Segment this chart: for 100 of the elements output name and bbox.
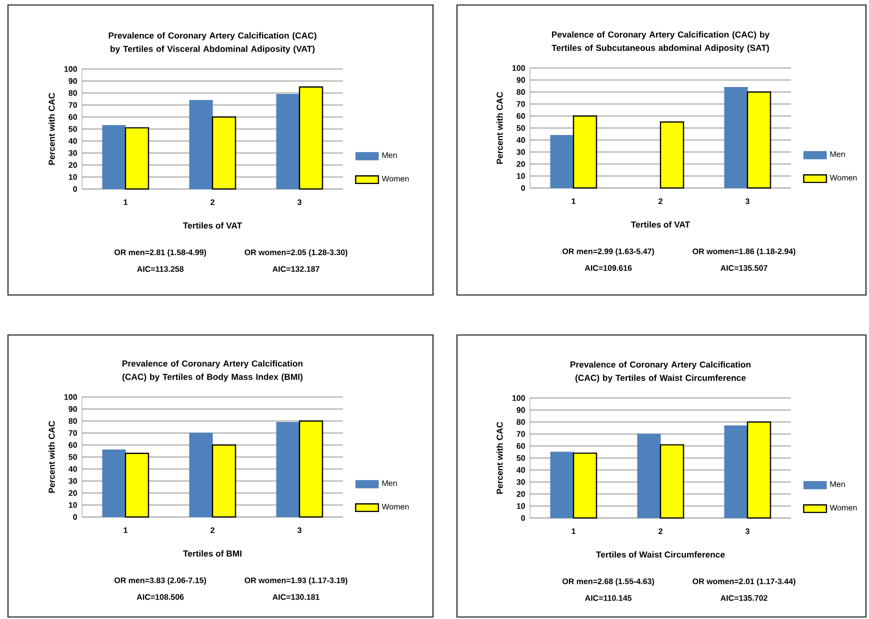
y-tick-label: 70 xyxy=(68,102,77,108)
y-tick-label: 30 xyxy=(516,149,525,155)
y-tick-label: 80 xyxy=(68,90,77,96)
y-tick-label: 100 xyxy=(512,65,525,71)
x-tick-label: 3 xyxy=(745,198,750,204)
y-tick-label: 0 xyxy=(73,186,77,192)
y-tick-label: 40 xyxy=(68,138,77,144)
chart-title: Prevalence of Coronary Artery Calcification (CAC) by Tertiles of Body Mass Index (BMI) xyxy=(122,360,302,382)
bar xyxy=(298,420,324,518)
x-tick-label: 2 xyxy=(210,199,214,205)
y-tick-label: 20 xyxy=(68,162,77,168)
y-tick-label: 70 xyxy=(68,430,77,436)
x-axis-title: Tertiles of VAT xyxy=(630,221,690,228)
y-tick-label: 70 xyxy=(516,431,525,437)
legend-label: Women xyxy=(382,176,409,182)
legend-label: Men xyxy=(830,481,845,487)
y-tick-label: 30 xyxy=(516,479,525,485)
y-axis-title: Percent with CAC xyxy=(496,92,503,164)
y-tick-label: 10 xyxy=(516,503,525,509)
text: AIC=109.616 xyxy=(584,265,632,271)
bar xyxy=(102,450,126,518)
x-tick-label: 1 xyxy=(572,198,576,204)
chart-title: Pevalence of Coronary Artery Calcification (CAC) by Tertiles of Subcutaneous abdominal Adiposity (SAT) xyxy=(552,31,770,53)
y-tick-label: 10 xyxy=(68,174,77,180)
x-tick-label: 3 xyxy=(297,199,302,206)
x-tick-label: 3 xyxy=(297,527,302,534)
x-axis-title: Tertiles of VAT xyxy=(182,222,242,229)
x-tick-label: 2 xyxy=(658,198,662,204)
bar xyxy=(189,100,213,190)
y-tick-label: 10 xyxy=(516,173,525,179)
y-tick-label: 60 xyxy=(516,443,525,449)
y-tick-label: 10 xyxy=(68,502,77,508)
bar xyxy=(550,134,574,188)
text: OR women=2.05 (1.28-3.30) xyxy=(244,249,348,257)
chart-title: Prevalence of Coronary Artery Calcification (CAC) by Tertiles of Visceral Abdominal Adiposity (VAT) xyxy=(108,32,316,54)
bar xyxy=(550,452,574,518)
y-tick-label: 20 xyxy=(516,491,525,497)
y-tick-label: 100 xyxy=(64,394,77,400)
y-axis-title: Percent with CAC xyxy=(48,420,55,493)
y-tick-label: 90 xyxy=(516,407,525,413)
bar xyxy=(212,444,236,518)
text: OR men=2.68 (1.55-4.63) xyxy=(562,578,654,586)
bar xyxy=(298,86,324,190)
y-tick-label: 20 xyxy=(68,490,77,496)
x-axis-title: Tertiles of BMI xyxy=(183,550,242,557)
text: AIC=130.181 xyxy=(272,594,320,600)
text: AIC=132.187 xyxy=(272,266,320,272)
text: AIC=113.258 xyxy=(137,266,184,272)
chart-title: Prevalence of Coronary Artery Calcification (CAC) by Tertiles of Waist Circumference xyxy=(570,361,750,383)
text: AIC=110.145 xyxy=(585,595,632,601)
legend-label: Women xyxy=(382,504,409,510)
y-tick-label: 100 xyxy=(512,395,525,401)
x-tick-label: 1 xyxy=(124,527,128,533)
bar xyxy=(124,452,150,518)
text: AIC=135.702 xyxy=(720,595,768,601)
y-tick-label: 50 xyxy=(68,454,77,460)
bar xyxy=(660,444,684,519)
bar xyxy=(746,91,772,189)
y-tick-label: 60 xyxy=(68,114,77,120)
y-tick-label: 40 xyxy=(516,467,525,473)
text: OR women=1.93 (1.17-3.19) xyxy=(244,577,348,585)
y-tick-label: 70 xyxy=(516,101,525,107)
y-tick-label: 0 xyxy=(521,515,525,521)
legend-label: Men xyxy=(830,151,845,157)
x-tick-label: 1 xyxy=(124,199,128,205)
text: OR men=2.81 (1.58-4.99) xyxy=(114,249,206,257)
bar xyxy=(660,121,684,189)
y-tick-label: 60 xyxy=(68,442,77,448)
bar xyxy=(724,425,748,518)
y-tick-label: 80 xyxy=(68,418,77,424)
x-axis-title: Tertiles of Waist Circumference xyxy=(596,551,725,558)
y-tick-label: 30 xyxy=(68,150,77,156)
y-tick-label: 50 xyxy=(68,126,77,132)
y-tick-label: 20 xyxy=(516,161,525,167)
bar xyxy=(572,115,598,189)
legend-label: Men xyxy=(382,152,397,158)
x-tick-label: 2 xyxy=(210,527,214,533)
text: AIC=135.507 xyxy=(720,265,768,271)
legend-label: Women xyxy=(830,174,857,180)
y-tick-label: 40 xyxy=(68,466,77,472)
y-tick-label: 80 xyxy=(516,419,525,425)
text: OR women=2.01 (1.17-3.44) xyxy=(692,578,796,586)
bar xyxy=(276,94,300,190)
y-tick-label: 0 xyxy=(73,514,77,520)
x-tick-label: 1 xyxy=(572,528,576,534)
legend-label: Women xyxy=(830,504,857,510)
y-tick-label: 80 xyxy=(516,89,525,95)
bar xyxy=(276,422,300,518)
y-tick-label: 90 xyxy=(516,77,525,83)
text: AIC=108.506 xyxy=(136,594,184,600)
bar xyxy=(572,452,598,519)
y-tick-label: 60 xyxy=(516,113,525,119)
y-tick-label: 40 xyxy=(516,137,525,143)
y-axis-title: Percent with CAC xyxy=(496,422,503,494)
y-tick-label: 50 xyxy=(516,125,525,131)
bar xyxy=(724,86,748,188)
y-tick-label: 90 xyxy=(68,406,77,412)
text: OR women=1.86 (1.18-2.94) xyxy=(692,248,796,256)
bar xyxy=(212,116,236,190)
text: OR men=3.83 (2.06-7.15) xyxy=(114,577,206,585)
